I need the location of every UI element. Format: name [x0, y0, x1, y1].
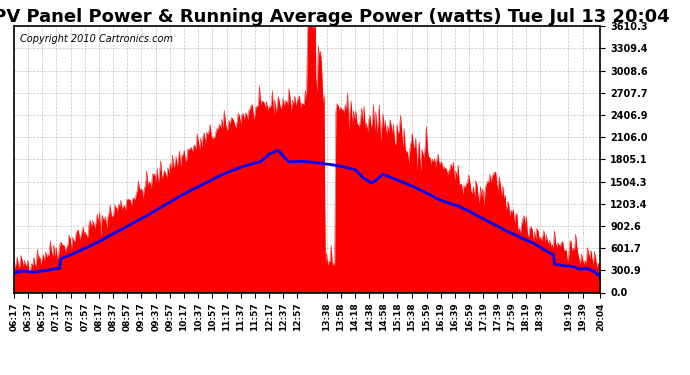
- Text: Copyright 2010 Cartronics.com: Copyright 2010 Cartronics.com: [19, 34, 172, 44]
- Text: Total PV Panel Power & Running Average Power (watts) Tue Jul 13 20:04: Total PV Panel Power & Running Average P…: [0, 8, 669, 26]
